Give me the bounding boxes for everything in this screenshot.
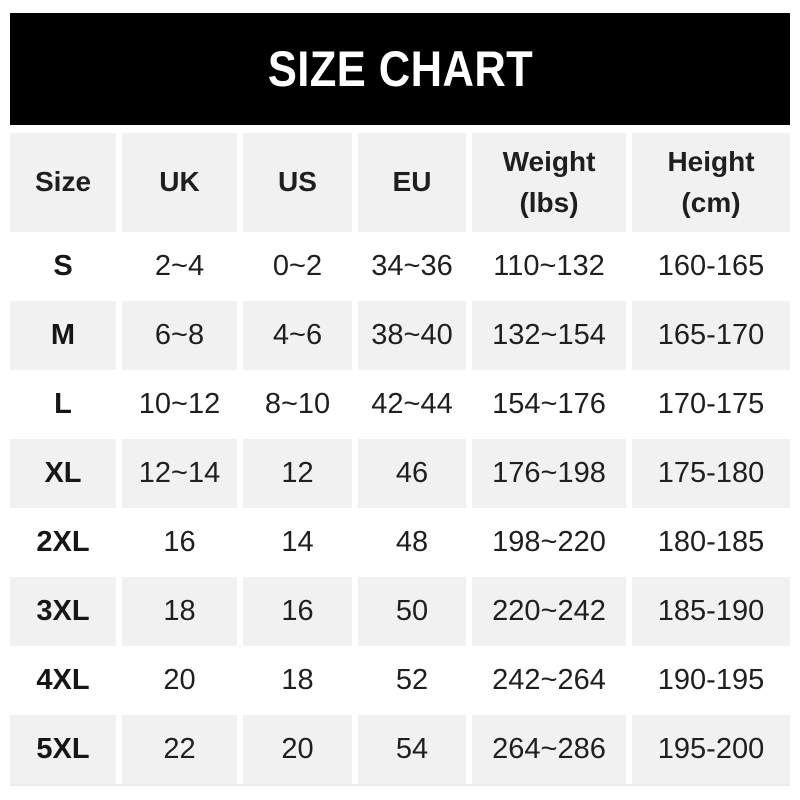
table-cell: 165-170 (632, 301, 790, 370)
table-cell: 14 (281, 526, 314, 558)
table-cell: 20 (243, 715, 352, 784)
size-cell: L (54, 388, 72, 420)
table-cell: 160-165 (657, 250, 765, 282)
table-cell: 6~8 (122, 301, 237, 370)
header-cell-weight: Weight (lbs) (472, 133, 626, 232)
table-row-4xl: 4XL 20 18 52 242~264 190-195 (10, 646, 790, 715)
table-cell: 12 (243, 439, 352, 508)
table-cell: 170-175 (657, 388, 765, 420)
table-row-s: S 2~4 0~2 34~36 110~132 160-165 (10, 232, 790, 301)
table-cell: 34~36 (371, 250, 453, 282)
size-cell: 2XL (36, 526, 90, 558)
table-cell: 8~10 (264, 388, 331, 420)
banner-title: SIZE CHART (267, 41, 533, 97)
table-cell: 50 (358, 577, 466, 646)
size-cell: S (53, 250, 73, 282)
table-row-l: L 10~12 8~10 42~44 154~176 170-175 (10, 370, 790, 439)
table-cell: 16 (243, 577, 352, 646)
table-cell: 48 (395, 526, 429, 558)
header-cell-size: Size (10, 133, 116, 232)
table-cell: 195-200 (632, 715, 790, 784)
table-row-3xl: 3XL 18 16 50 220~242 185-190 (10, 577, 790, 646)
table-cell: 0~2 (272, 250, 323, 282)
table-cell: 18 (281, 664, 314, 696)
table-cell: 12~14 (122, 439, 237, 508)
table-row-m: M 6~8 4~6 38~40 132~154 165-170 (10, 301, 790, 370)
header-cell-height: Height (cm) (632, 133, 790, 232)
table-cell: 38~40 (358, 301, 466, 370)
table-header-row: Size UK US EU Weight (lbs) Height (cm) (10, 133, 790, 232)
table-cell: 16 (163, 526, 196, 558)
table-cell: 20 (163, 664, 196, 696)
header-cell-eu: EU (358, 133, 466, 232)
table-cell: 264~286 (472, 715, 626, 784)
table-cell: 175-180 (632, 439, 790, 508)
table-cell: 46 (358, 439, 466, 508)
table-cell: 190-195 (657, 664, 765, 696)
header-cell-uk: UK (122, 133, 237, 232)
table-cell: 18 (122, 577, 237, 646)
size-cell: 4XL (36, 664, 90, 696)
table-cell: 52 (395, 664, 429, 696)
table-cell: 22 (122, 715, 237, 784)
size-chart-table: Size UK US EU Weight (lbs) Height (cm) S… (10, 133, 790, 786)
table-cell: 198~220 (492, 526, 606, 558)
table-cell: 10~12 (138, 388, 221, 420)
table-cell: 2~4 (154, 250, 205, 282)
size-chart-page: SIZE CHART Size UK US EU Weight (lbs) He… (0, 13, 800, 800)
table-row-5xl: 5XL 22 20 54 264~286 195-200 (10, 715, 790, 784)
size-cell: XL (10, 439, 116, 508)
header-cell-us: US (243, 133, 352, 232)
table-cell: 4~6 (243, 301, 352, 370)
size-cell: 3XL (10, 577, 116, 646)
table-row-2xl: 2XL 16 14 48 198~220 180-185 (10, 508, 790, 577)
table-cell: 154~176 (492, 388, 606, 420)
size-cell: 5XL (10, 715, 116, 784)
table-cell: 42~44 (371, 388, 453, 420)
table-cell: 242~264 (492, 664, 606, 696)
size-cell: M (10, 301, 116, 370)
table-cell: 180-185 (657, 526, 765, 558)
table-cell: 54 (358, 715, 466, 784)
size-chart-banner: SIZE CHART (10, 13, 790, 125)
table-row-xl: XL 12~14 12 46 176~198 175-180 (10, 439, 790, 508)
table-cell: 132~154 (472, 301, 626, 370)
table-cell: 185-190 (632, 577, 790, 646)
table-cell: 176~198 (472, 439, 626, 508)
table-cell: 110~132 (493, 250, 605, 282)
table-cell: 220~242 (472, 577, 626, 646)
